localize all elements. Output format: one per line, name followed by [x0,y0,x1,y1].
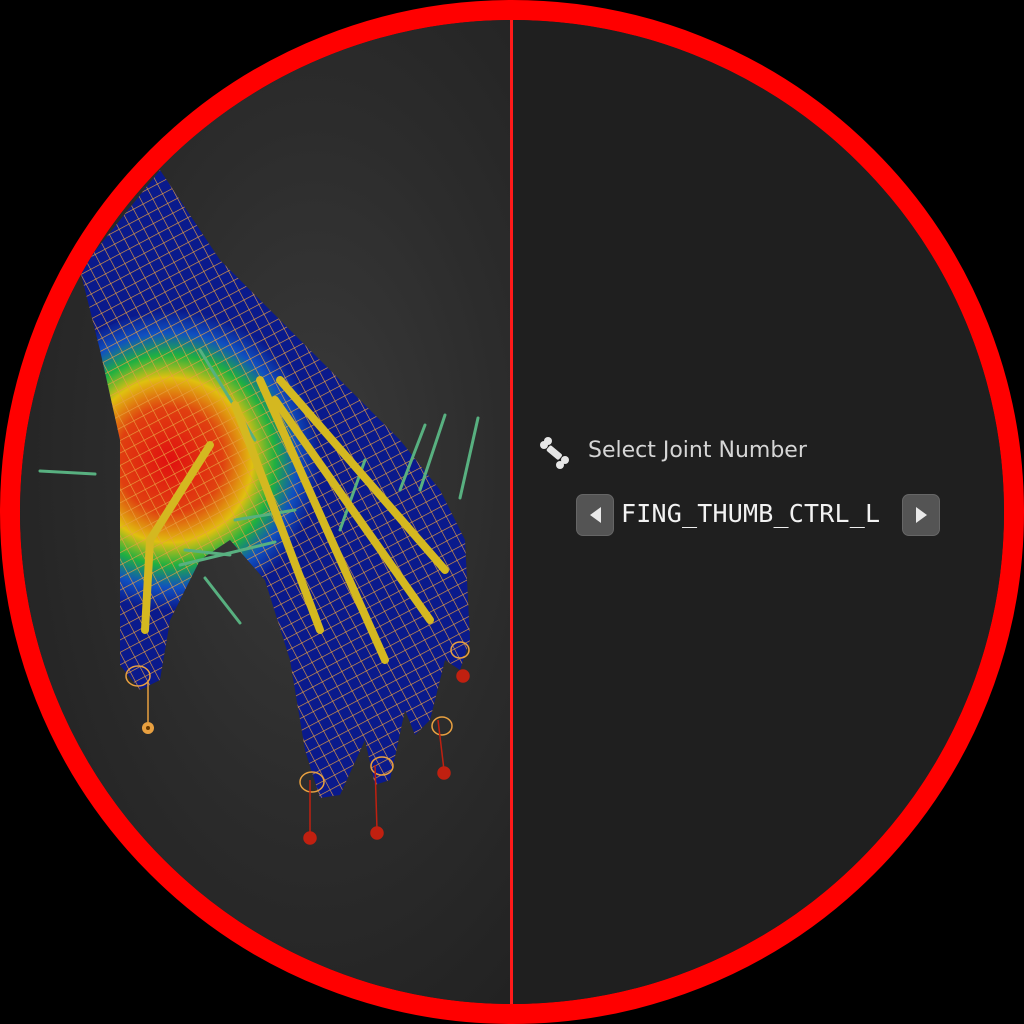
next-joint-button[interactable] [902,494,940,536]
deform-bones [141,376,449,664]
select-joint-label: Select Joint Number [588,438,807,463]
hand-mesh-render [38,170,480,845]
triangle-left-icon [589,507,601,523]
skin-weight-heatmap [80,170,470,798]
triangle-right-icon [915,507,927,523]
thumb-ik-target[interactable] [142,682,154,734]
panel-divider[interactable] [510,20,513,1004]
fingertip-wireframe [125,641,470,793]
previous-joint-button[interactable] [576,494,614,536]
properties-panel: Select Joint Number FING_THUMB_CTRL_L [513,20,1004,1004]
joint-name-field[interactable]: FING_THUMB_CTRL_L [621,499,881,528]
ik-targets[interactable] [303,669,470,845]
3d-viewport[interactable] [20,20,512,1004]
bone-icon [540,437,569,469]
